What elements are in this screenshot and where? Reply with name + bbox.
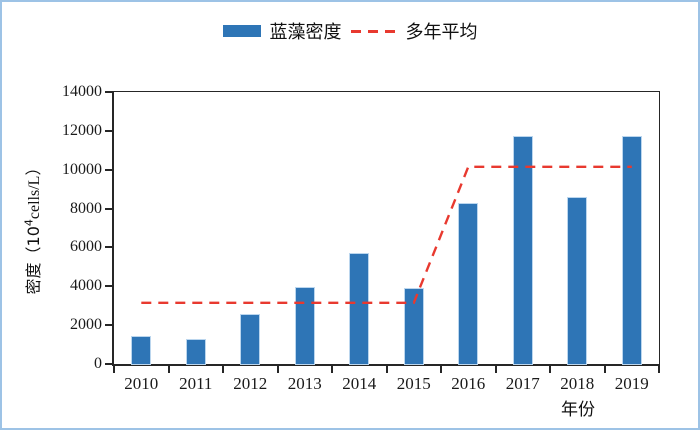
legend-bar-label: 蓝藻密度	[269, 22, 342, 43]
legend: 蓝藻密度 多年平均	[2, 18, 698, 44]
x-tick-label: 2013	[287, 374, 322, 393]
bar-2010	[132, 336, 151, 364]
x-tick	[385, 366, 388, 373]
y-tick-label: 2000	[70, 316, 102, 334]
y-tick-label: 14000	[62, 83, 102, 100]
y-tick	[105, 324, 112, 327]
bar-2013	[295, 288, 314, 364]
x-tick-label: 2011	[179, 374, 213, 393]
x-tick-label: 2018	[560, 374, 595, 393]
y-tick	[105, 363, 112, 365]
bar-2014	[350, 254, 369, 364]
x-tick-label: 2010	[124, 374, 159, 393]
bar-2018	[568, 197, 587, 364]
y-tick-label: 6000	[70, 238, 102, 256]
y-tick	[105, 129, 112, 132]
y-tick-label: 4000	[70, 277, 102, 295]
legend-dashed-line-swatch	[350, 29, 397, 33]
x-tick	[167, 366, 170, 373]
plot-area: 0 2000 4000 6000 8000 10000 12000 14000 2010 2011…	[62, 83, 660, 393]
y-tick-label: 8000	[70, 199, 102, 217]
legend-bar-swatch	[222, 25, 261, 37]
bar-2019	[622, 136, 641, 364]
x-axis-title: 年份	[561, 400, 595, 420]
x-tick-label: 2016	[451, 374, 486, 393]
y-tick	[105, 207, 112, 210]
x-tick	[113, 366, 115, 373]
average-dashed-line	[141, 165, 632, 305]
y-tick	[105, 168, 112, 171]
y-tick-label: 10000	[62, 160, 102, 178]
x-tick	[331, 366, 333, 373]
x-tick	[494, 366, 497, 373]
y-tick-label: 0	[94, 355, 102, 372]
bar-2016	[459, 203, 478, 364]
x-tick-label: 2017	[505, 374, 540, 393]
x-tick	[603, 366, 606, 373]
y-tick	[105, 91, 112, 93]
x-tick	[440, 366, 442, 373]
bar-2012	[241, 315, 260, 364]
legend-line-label: 多年平均	[405, 22, 478, 43]
x-tick-label: 2019	[614, 374, 649, 393]
bar-2015	[404, 288, 423, 364]
bar-2017	[513, 136, 532, 364]
x-tick-label: 2014	[342, 374, 377, 393]
y-axis-title: 密度（104cells/L）	[22, 159, 43, 295]
x-tick	[549, 366, 551, 373]
superscript-exponent: 4	[22, 219, 36, 227]
y-tick	[105, 285, 112, 288]
x-tick-label: 2015	[396, 374, 431, 393]
bar-2011	[186, 339, 205, 364]
x-tick	[658, 366, 660, 373]
y-tick	[105, 246, 112, 249]
average-line-layer	[141, 165, 632, 305]
x-tick	[276, 366, 279, 373]
y-tick-label: 12000	[62, 121, 102, 139]
x-tick-label: 2012	[233, 374, 268, 393]
x-tick	[222, 366, 224, 373]
